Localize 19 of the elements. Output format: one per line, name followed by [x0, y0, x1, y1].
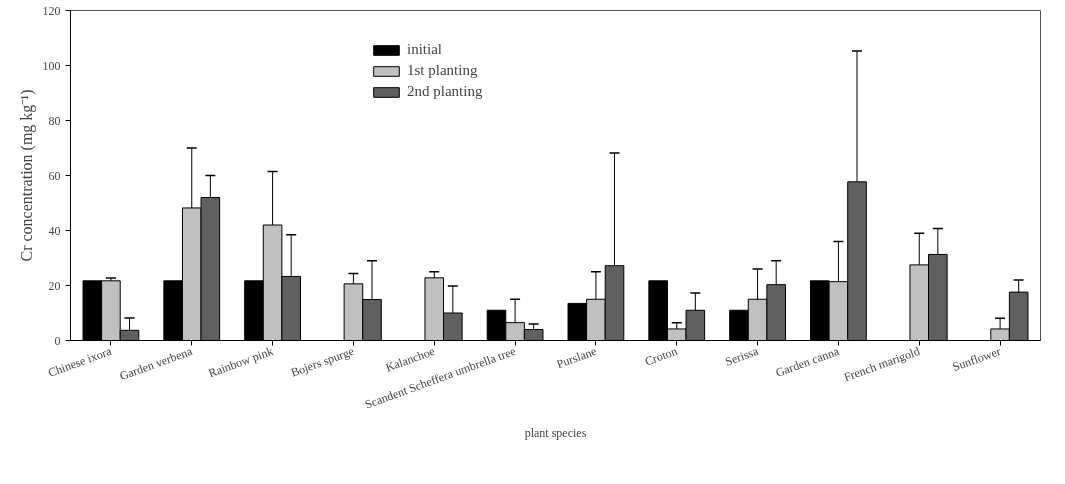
y-tick-label: 120 [42, 3, 61, 18]
x-tick-label: Croton [643, 343, 680, 369]
x-tick-label: Serissa [723, 343, 761, 369]
y-tick-label: 20 [48, 278, 61, 293]
y-tick-label: 40 [48, 223, 61, 238]
x-tick-label: Rainbow pink [206, 343, 275, 381]
x-axis-title: plant species [524, 426, 587, 441]
legend-label: 1st planting [407, 62, 478, 79]
x-tick-label: Bojers spurge [288, 343, 356, 380]
y-tick-label: 100 [42, 58, 61, 73]
legend-label: 2nd planting [407, 83, 483, 100]
y-tick-label: 0 [54, 333, 61, 348]
legend-label: initial [407, 41, 442, 58]
x-tick-label: Garden verbena [117, 343, 195, 384]
y-tick-label: 60 [48, 168, 61, 183]
y-axis-title: Cr concentration (mg kg⁻¹) [17, 89, 36, 262]
x-tick-label: Purslane [554, 343, 599, 372]
x-tick-label: Garden canna [773, 343, 842, 380]
y-tick-label: 80 [48, 113, 61, 128]
